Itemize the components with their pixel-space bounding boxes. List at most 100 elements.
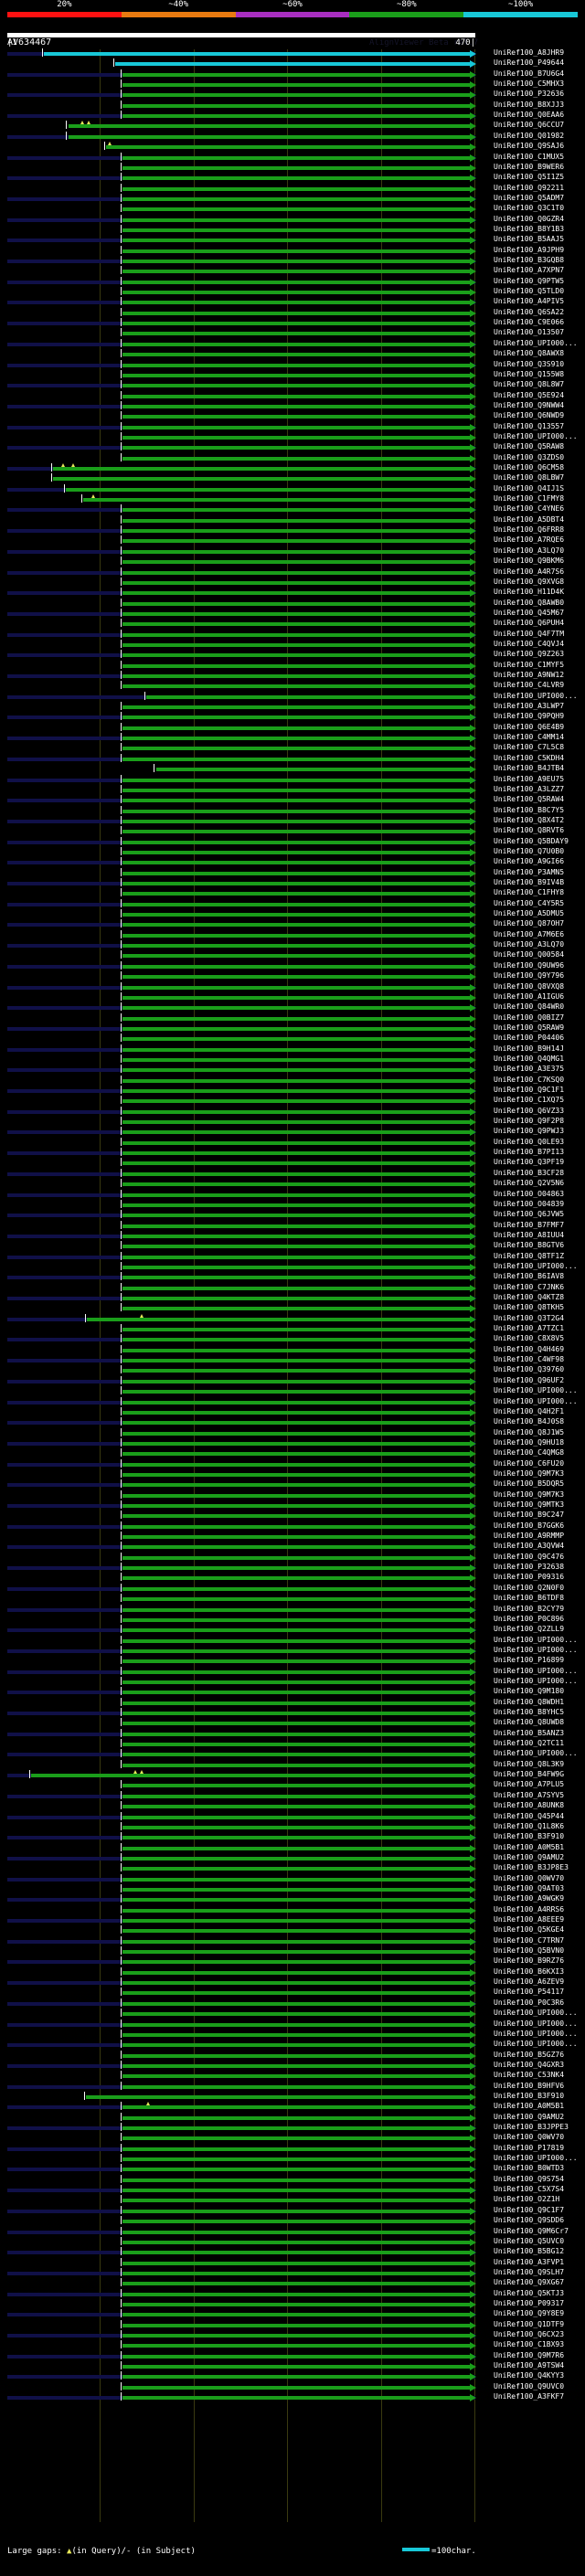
hsp-bar[interactable] <box>114 62 470 66</box>
subject-label[interactable]: UniRef100_UPI000... <box>494 1397 578 1405</box>
subject-label[interactable]: UniRef100_Q9XG67 <box>494 2278 565 2286</box>
subject-label[interactable]: UniRef100_Q8L8W7 <box>494 380 565 388</box>
subject-label[interactable]: UniRef100_C9E066 <box>494 318 565 326</box>
subject-label[interactable]: UniRef100_B2CY79 <box>494 1605 565 1613</box>
hsp-bar[interactable] <box>122 249 470 253</box>
subject-label[interactable]: UniRef100_P54117 <box>494 1988 565 1996</box>
subject-label[interactable]: UniRef100_P32636 <box>494 90 565 98</box>
hsp-bar[interactable] <box>122 2074 470 2078</box>
subject-label[interactable]: UniRef100_C4WF98 <box>494 1355 565 1363</box>
hsp-bar[interactable] <box>122 218 470 222</box>
subject-label[interactable]: UniRef100_Q6CX23 <box>494 2330 565 2338</box>
subject-label[interactable]: UniRef100_UPI000... <box>494 432 578 440</box>
subject-label[interactable]: UniRef100_A9TSW4 <box>494 2361 565 2369</box>
subject-label[interactable]: UniRef100_UPI000... <box>494 1667 578 1675</box>
subject-label[interactable]: UniRef100_Q01982 <box>494 132 565 140</box>
hsp-bar[interactable] <box>122 539 470 543</box>
hsp-bar[interactable] <box>122 1919 470 1923</box>
subject-label[interactable]: UniRef100_A9NW12 <box>494 671 565 679</box>
hsp-bar[interactable] <box>122 1079 470 1083</box>
hsp-bar[interactable] <box>122 1276 470 1279</box>
hsp-bar[interactable] <box>122 364 470 367</box>
subject-label[interactable]: UniRef100_Q45M67 <box>494 609 565 617</box>
subject-label[interactable]: UniRef100_Q8WDH1 <box>494 1698 565 1706</box>
hsp-bar[interactable] <box>122 1182 470 1186</box>
subject-label[interactable]: UniRef100_C1BX93 <box>494 2340 565 2348</box>
hsp-bar[interactable] <box>122 1680 470 1684</box>
hsp-bar[interactable] <box>122 1805 470 1808</box>
subject-label[interactable]: UniRef100_Q7U0B0 <box>494 847 565 855</box>
subject-label[interactable]: UniRef100_Q6SA22 <box>494 308 565 316</box>
hsp-bar[interactable] <box>122 820 470 823</box>
subject-label[interactable]: UniRef100_A5DBT4 <box>494 515 565 524</box>
hsp-bar[interactable] <box>122 260 470 263</box>
hsp-bar[interactable] <box>122 1733 470 1736</box>
subject-label[interactable]: UniRef100_H11D4K <box>494 588 565 596</box>
subject-label[interactable]: UniRef100_Q155W8 <box>494 370 565 378</box>
subject-label[interactable]: UniRef100_UPI000... <box>494 2154 578 2162</box>
hsp-bar[interactable] <box>122 944 470 948</box>
subject-label[interactable]: UniRef100_Q9C1F7 <box>494 2206 565 2214</box>
subject-label[interactable]: UniRef100_Q9AT03 <box>494 1884 565 1892</box>
subject-label[interactable]: UniRef100_C53NK4 <box>494 2071 565 2079</box>
hsp-bar[interactable] <box>86 2095 470 2099</box>
subject-label[interactable]: UniRef100_UPI000... <box>494 1646 578 1654</box>
hsp-bar[interactable] <box>122 395 470 398</box>
hsp-bar[interactable] <box>122 1628 470 1632</box>
hsp-bar[interactable] <box>122 789 470 792</box>
subject-label[interactable]: UniRef100_Q6NWD9 <box>494 411 565 419</box>
hsp-bar[interactable] <box>122 1981 470 1985</box>
hsp-bar[interactable] <box>122 73 470 77</box>
subject-label[interactable]: UniRef100_Q5RAW4 <box>494 795 565 803</box>
hsp-bar[interactable] <box>122 1058 470 1062</box>
hsp-bar[interactable] <box>122 1349 470 1352</box>
subject-label[interactable]: UniRef100_Q3ZDS0 <box>494 453 565 461</box>
hsp-bar[interactable] <box>122 622 470 626</box>
hsp-bar[interactable] <box>122 436 470 440</box>
subject-label[interactable]: UniRef100_A7RQE6 <box>494 535 565 544</box>
hsp-bar[interactable] <box>122 405 470 408</box>
hsp-bar[interactable] <box>122 301 470 304</box>
subject-label[interactable]: UniRef100_Q6E4B9 <box>494 723 565 731</box>
hsp-bar[interactable] <box>122 166 470 170</box>
subject-label[interactable]: UniRef100_Q4IJ1S <box>494 484 565 493</box>
subject-label[interactable]: UniRef100_O13507 <box>494 328 565 336</box>
subject-label[interactable]: UniRef100_Q1L8K6 <box>494 1822 565 1830</box>
subject-label[interactable]: UniRef100_B9RZ76 <box>494 1956 565 1965</box>
subject-label[interactable]: UniRef100_Q9AMU2 <box>494 2113 565 2121</box>
hsp-bar[interactable] <box>122 207 470 211</box>
hsp-bar[interactable] <box>122 1256 470 1259</box>
hsp-bar[interactable] <box>122 1898 470 1902</box>
hsp-bar[interactable] <box>122 1847 470 1850</box>
hsp-bar[interactable] <box>122 2043 470 2047</box>
hsp-bar[interactable] <box>53 477 470 481</box>
hsp-bar[interactable] <box>122 892 470 896</box>
subject-label[interactable]: UniRef100_Q9Z263 <box>494 650 565 658</box>
hsp-bar[interactable] <box>122 457 470 461</box>
hsp-bar[interactable] <box>122 1203 470 1207</box>
subject-label[interactable]: UniRef100_B5DQR5 <box>494 1479 565 1488</box>
hsp-bar[interactable] <box>122 1401 470 1405</box>
hsp-bar[interactable] <box>122 1494 470 1498</box>
hsp-bar[interactable] <box>122 114 470 118</box>
hsp-bar[interactable] <box>122 176 470 180</box>
hsp-bar[interactable] <box>122 758 470 761</box>
hsp-bar[interactable] <box>122 747 470 750</box>
subject-label[interactable]: UniRef100_Q87OH7 <box>494 919 565 928</box>
hsp-bar[interactable] <box>122 2147 470 2151</box>
hsp-bar[interactable] <box>122 2334 470 2337</box>
hsp-bar[interactable] <box>122 2085 470 2089</box>
subject-label[interactable]: UniRef100_A7XPN7 <box>494 266 565 274</box>
hsp-bar[interactable] <box>122 83 470 87</box>
hsp-bar[interactable] <box>122 2157 470 2161</box>
hsp-bar[interactable] <box>122 653 470 657</box>
hsp-bar[interactable] <box>122 2293 470 2296</box>
subject-label[interactable]: UniRef100_P0C3R6 <box>494 1998 565 2007</box>
hsp-bar[interactable] <box>122 1017 470 1021</box>
hsp-bar[interactable] <box>122 779 470 782</box>
hsp-bar[interactable] <box>122 872 470 875</box>
subject-label[interactable]: UniRef100_C4Y5R5 <box>494 899 565 907</box>
hsp-bar[interactable] <box>122 1514 470 1518</box>
subject-label[interactable]: UniRef100_Q8AWX8 <box>494 349 565 357</box>
hsp-bar[interactable] <box>122 1764 470 1767</box>
